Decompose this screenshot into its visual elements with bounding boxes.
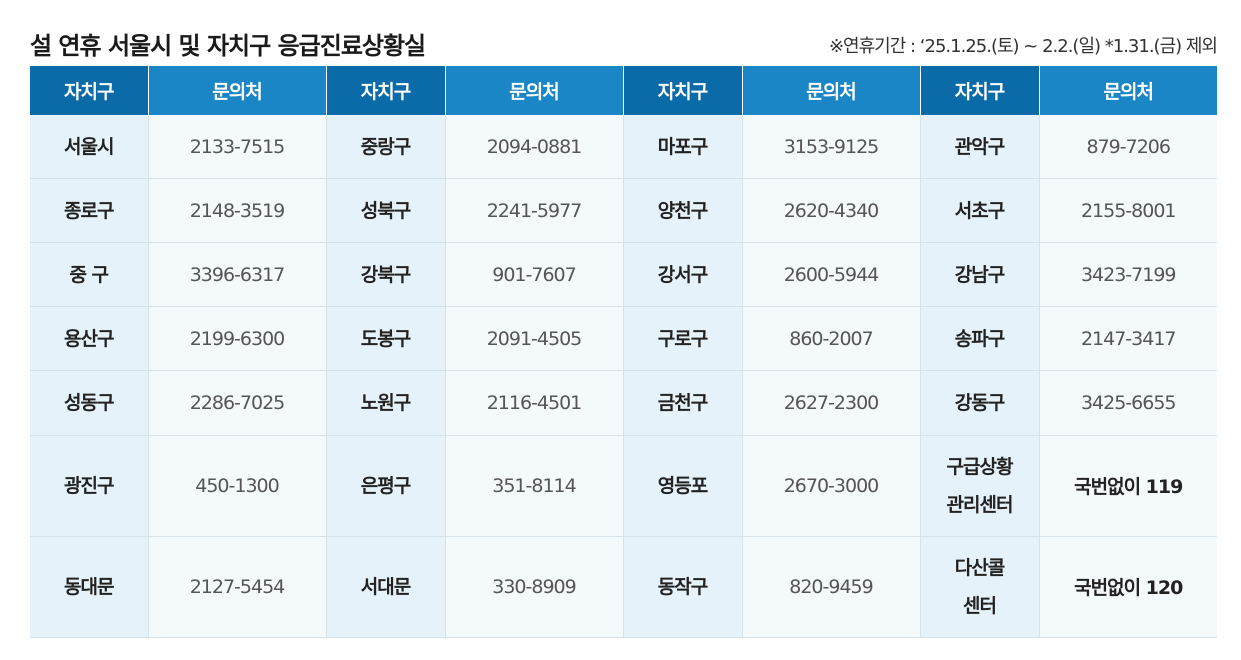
district-name: 관악구 xyxy=(920,115,1040,180)
contact-number: 2094-0881 xyxy=(445,115,624,180)
district-name: 영등포 xyxy=(623,435,743,537)
contact-number: 450-1300 xyxy=(148,435,327,537)
district-name: 강남구 xyxy=(920,242,1040,308)
district-name: 강북구 xyxy=(326,242,446,308)
contact-number: 3396-6317 xyxy=(148,242,327,308)
contact-number: 2148-3519 xyxy=(148,178,327,244)
contact-number: 901-7607 xyxy=(445,242,624,308)
district-name: 양천구 xyxy=(623,178,743,244)
contact-number: 860-2007 xyxy=(742,306,921,372)
district-name: 광진구 xyxy=(30,435,149,537)
center-name-line: 관리센터 xyxy=(946,493,1014,516)
contact-number: 2241-5977 xyxy=(445,178,624,244)
contact-number: 2600-5944 xyxy=(742,242,921,308)
contact-number: 3153-9125 xyxy=(742,115,921,180)
district-name: 서울시 xyxy=(30,115,149,180)
contact-number: 330-8909 xyxy=(445,536,624,639)
contact-number: 2116-4501 xyxy=(445,370,624,436)
table-row: 중 구 3396-6317 강북구 901-7607 강서구 2600-5944… xyxy=(30,242,1217,308)
district-name: 서대문 xyxy=(326,536,446,639)
column-header-district: 자치구 xyxy=(623,66,743,115)
district-name: 노원구 xyxy=(326,370,446,436)
district-name: 중랑구 xyxy=(326,115,446,180)
district-name: 구로구 xyxy=(623,306,743,372)
district-name: 은평구 xyxy=(326,435,446,537)
table-row: 서울시 2133-7515 중랑구 2094-0881 마포구 3153-912… xyxy=(30,115,1217,180)
table-row: 종로구 2148-3519 성북구 2241-5977 양천구 2620-434… xyxy=(30,178,1217,244)
column-header-district: 자치구 xyxy=(30,66,149,115)
column-header-district: 자치구 xyxy=(920,66,1040,115)
district-name: 중 구 xyxy=(30,242,149,308)
district-name: 금천구 xyxy=(623,370,743,436)
table-row: 성동구 2286-7025 노원구 2116-4501 금천구 2627-230… xyxy=(30,370,1217,436)
contact-number: 2286-7025 xyxy=(148,370,327,436)
district-name: 송파구 xyxy=(920,306,1040,372)
column-header-contact: 문의처 xyxy=(1039,66,1217,115)
district-name: 강동구 xyxy=(920,370,1040,436)
district-name: 동작구 xyxy=(623,536,743,639)
district-name: 도봉구 xyxy=(326,306,446,372)
emergency-center-name: 구급상황 관리센터 xyxy=(920,435,1040,537)
district-name: 마포구 xyxy=(623,115,743,180)
contact-number: 820-9459 xyxy=(742,536,921,639)
center-name-line: 구급상황 xyxy=(946,455,1014,478)
contact-number: 2155-8001 xyxy=(1039,178,1217,244)
contact-number: 2091-4505 xyxy=(445,306,624,372)
contact-number: 351-8114 xyxy=(445,435,624,537)
table-row: 동대문 2127-5454 서대문 330-8909 동작구 820-9459 … xyxy=(30,536,1217,639)
header-row: 자치구 문의처 자치구 문의처 자치구 문의처 자치구 문의처 xyxy=(30,66,1217,115)
contact-number: 2133-7515 xyxy=(148,115,327,180)
column-header-contact: 문의처 xyxy=(148,66,327,115)
district-name: 강서구 xyxy=(623,242,743,308)
contact-number: 2127-5454 xyxy=(148,536,327,639)
contact-number: 2147-3417 xyxy=(1039,306,1217,372)
district-name: 용산구 xyxy=(30,306,149,372)
table-row: 광진구 450-1300 은평구 351-8114 영등포 2670-3000 … xyxy=(30,435,1217,537)
district-name: 성북구 xyxy=(326,178,446,244)
column-header-district: 자치구 xyxy=(326,66,446,115)
contact-number: 2199-6300 xyxy=(148,306,327,372)
table-row: 용산구 2199-6300 도봉구 2091-4505 구로구 860-2007… xyxy=(30,306,1217,372)
contact-number: 2620-4340 xyxy=(742,178,921,244)
center-name-line: 센터 xyxy=(963,594,997,617)
contact-number: 국번없이 120 xyxy=(1039,536,1217,639)
center-name-line: 다산콜 xyxy=(954,556,1005,579)
district-name: 종로구 xyxy=(30,178,149,244)
column-header-contact: 문의처 xyxy=(445,66,624,115)
district-name: 서초구 xyxy=(920,178,1040,244)
district-name: 동대문 xyxy=(30,536,149,639)
emergency-contact-table: 자치구 문의처 자치구 문의처 자치구 문의처 자치구 문의처 서울시 2133… xyxy=(30,66,1217,639)
contact-number: 3425-6655 xyxy=(1039,370,1217,436)
page-title: 설 연휴 서울시 및 자치구 응급진료상황실 xyxy=(30,32,426,60)
holiday-period-note: ※연휴기간 : ‘25.1.25.(토) ~ 2.2.(일) *1.31.(금)… xyxy=(828,36,1218,57)
district-name: 성동구 xyxy=(30,370,149,436)
column-header-contact: 문의처 xyxy=(742,66,921,115)
contact-number: 3423-7199 xyxy=(1039,242,1217,308)
call-center-name: 다산콜 센터 xyxy=(920,536,1040,639)
contact-number: 879-7206 xyxy=(1039,115,1217,180)
contact-number: 국번없이 119 xyxy=(1039,435,1217,537)
contact-number: 2627-2300 xyxy=(742,370,921,436)
contact-number: 2670-3000 xyxy=(742,435,921,537)
